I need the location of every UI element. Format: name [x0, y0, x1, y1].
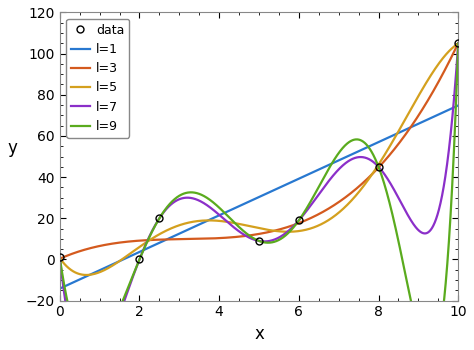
l=5	[240, 223, 246, 227]
Line: l=7: l=7	[60, 43, 458, 350]
l=3	[456, 41, 461, 45]
l=9	[456, 41, 461, 46]
l=9	[57, 255, 63, 259]
l=1	[251, 197, 256, 202]
X-axis label: x: x	[254, 325, 264, 343]
l=5	[456, 42, 461, 46]
l=1	[57, 287, 63, 291]
l=7	[251, 237, 256, 241]
data	[137, 257, 142, 261]
l=5	[251, 225, 256, 229]
Line: l=5: l=5	[60, 44, 458, 275]
data	[256, 239, 262, 243]
l=3	[240, 234, 246, 238]
l=7	[240, 232, 246, 236]
l=1	[456, 103, 461, 107]
l=1	[444, 109, 449, 113]
data	[456, 41, 461, 46]
l=7	[444, 165, 449, 169]
l=5	[444, 51, 450, 56]
Line: l=1: l=1	[60, 105, 458, 289]
l=3	[444, 65, 449, 69]
data	[57, 255, 63, 259]
l=5	[77, 272, 83, 276]
l=3	[251, 233, 256, 237]
l=3	[57, 257, 63, 261]
data	[156, 216, 162, 221]
l=7	[444, 164, 450, 168]
l=9	[251, 236, 256, 240]
Line: data: data	[56, 40, 462, 263]
Line: l=3: l=3	[60, 43, 458, 259]
l=9	[77, 340, 83, 344]
l=5	[83, 273, 89, 277]
l=9	[444, 267, 450, 271]
l=3	[371, 170, 376, 175]
l=9	[240, 229, 246, 233]
l=5	[57, 256, 63, 260]
l=9	[371, 153, 376, 158]
l=1	[240, 202, 246, 206]
l=5	[371, 170, 376, 174]
l=1	[371, 142, 376, 147]
Y-axis label: y: y	[7, 139, 17, 156]
l=1	[77, 277, 83, 281]
l=9	[444, 270, 449, 274]
Line: l=9: l=9	[60, 43, 458, 350]
l=7	[456, 41, 461, 46]
l=5	[444, 51, 449, 56]
Legend: data, l=1, l=3, l=5, l=7, l=9: data, l=1, l=3, l=5, l=7, l=9	[66, 19, 129, 138]
l=7	[57, 255, 63, 259]
l=7	[371, 160, 376, 164]
l=1	[444, 108, 449, 113]
l=3	[77, 249, 83, 253]
l=3	[444, 64, 449, 69]
data	[376, 165, 382, 169]
data	[296, 218, 301, 223]
